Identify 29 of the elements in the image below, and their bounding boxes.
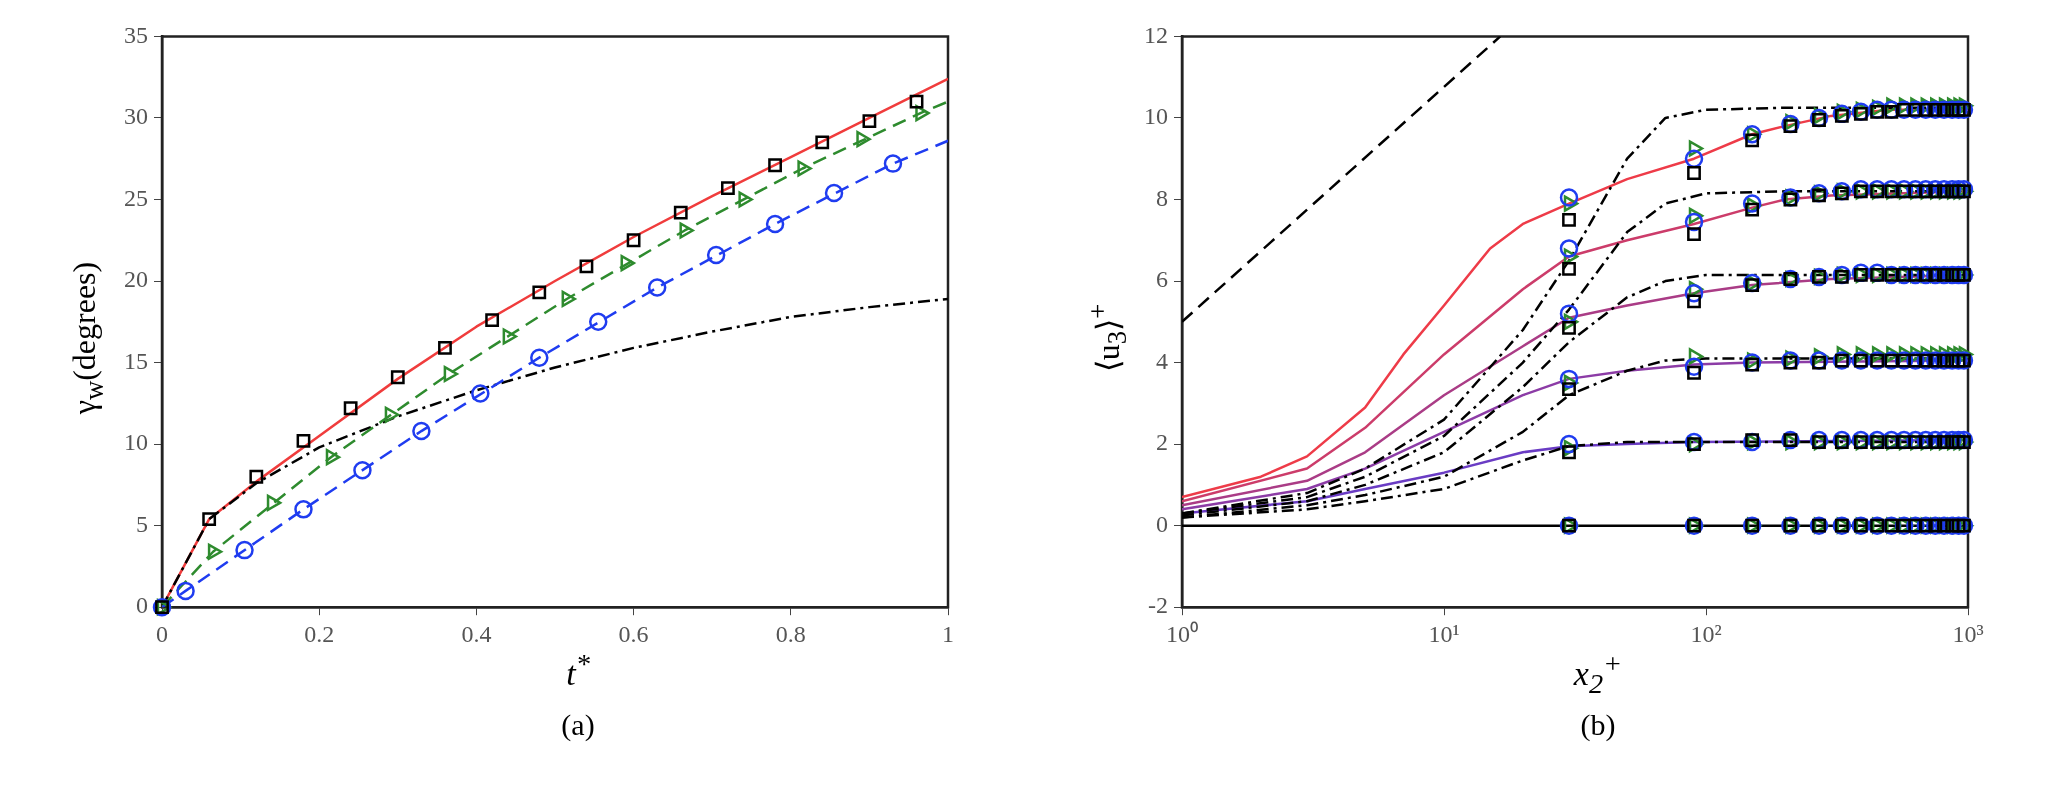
y-tick-label: 5 bbox=[136, 510, 148, 537]
x-tick-label: 1 bbox=[942, 620, 954, 647]
x-tick-label: 10¹ bbox=[1428, 620, 1460, 647]
x-tick-label: 0.4 bbox=[461, 620, 492, 647]
y-tick-label: 10 bbox=[1144, 103, 1168, 130]
x-tick-label: 10² bbox=[1690, 620, 1722, 647]
y-tick-label: 8 bbox=[1156, 184, 1168, 211]
x-tick-label: 0.2 bbox=[304, 620, 335, 647]
y-tick-label: 12 bbox=[1144, 21, 1168, 48]
x-tick-label: 0 bbox=[156, 620, 168, 647]
x-tick-label: 0.6 bbox=[618, 620, 649, 647]
x-axis-title: t$^{*}$ bbox=[565, 648, 591, 694]
text: (a) bbox=[560, 708, 596, 742]
y-tick-label: 0 bbox=[136, 592, 148, 619]
y-tick-label: 6 bbox=[1156, 266, 1168, 293]
y-tick-label: -2 bbox=[1148, 592, 1168, 619]
text: (b) bbox=[1579, 708, 1617, 742]
y-tick-label: 15 bbox=[124, 347, 148, 374]
x-tick-label: 10³ bbox=[1952, 620, 1984, 647]
x-tick-label: 10⁰ bbox=[1166, 620, 1198, 647]
y-tick-label: 25 bbox=[124, 184, 148, 211]
y-tick-label: 10 bbox=[124, 429, 148, 456]
y-tick-label: 0 bbox=[1156, 510, 1168, 537]
y-tick-label: 2 bbox=[1156, 429, 1168, 456]
y-tick-label: 4 bbox=[1156, 347, 1168, 374]
y-tick-label: 20 bbox=[124, 266, 148, 293]
y-tick-label: 35 bbox=[124, 21, 148, 48]
x-tick-label: 0.8 bbox=[775, 620, 806, 647]
y-tick-label: 30 bbox=[124, 103, 148, 130]
